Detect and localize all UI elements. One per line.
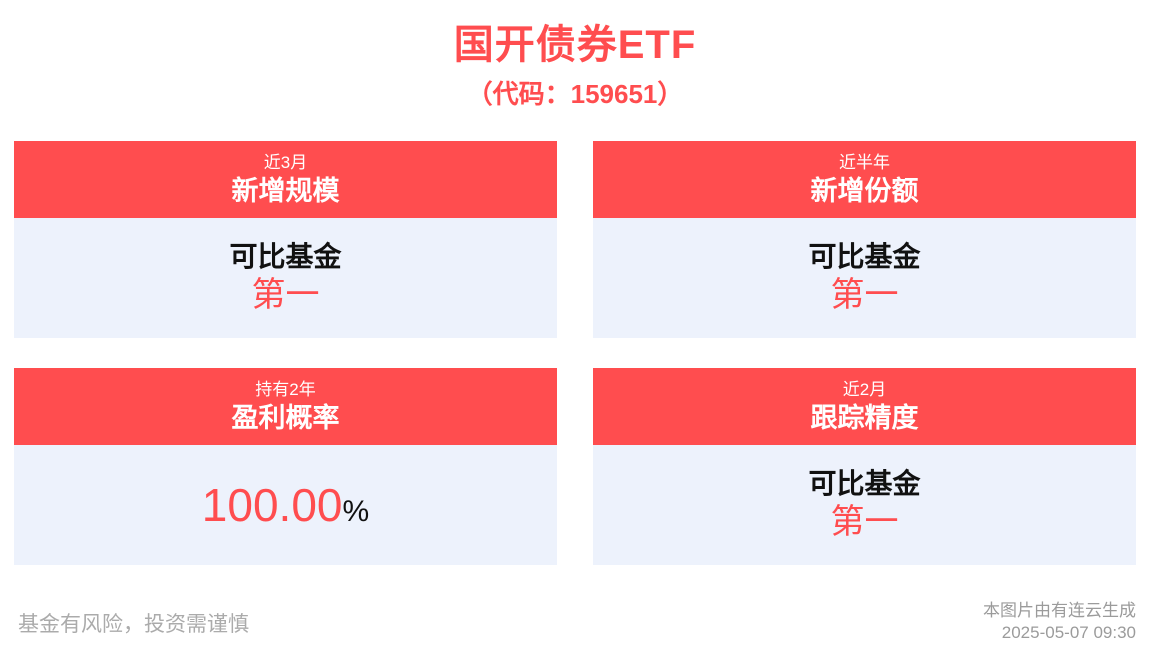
- probability-value-row: 100.00%: [201, 478, 370, 531]
- card-period-label: 持有2年: [255, 379, 316, 399]
- card-period-label: 近3月: [263, 152, 308, 172]
- card-body: 可比基金 第一: [593, 217, 1136, 338]
- card-metric-label: 新增份额: [810, 175, 919, 206]
- card-metric-label: 新增规模: [231, 175, 340, 206]
- page-title: 国开债券ETF: [453, 23, 697, 67]
- fund-code-subtitle: （代码：159651）: [466, 79, 684, 109]
- rank-value: 第一: [251, 275, 320, 314]
- card-body: 100.00%: [14, 444, 557, 565]
- probability-unit: %: [342, 494, 370, 528]
- generator-credit: 本图片由有连云生成 2025-05-07 09:30: [983, 600, 1136, 644]
- card-body: 可比基金 第一: [593, 444, 1136, 565]
- card-body: 可比基金 第一: [14, 217, 557, 338]
- etf-infographic-page: 国开债券ETF （代码：159651） 近3月 新增规模 可比基金 第一 近半年…: [0, 22, 1150, 654]
- card-header: 持有2年 盈利概率: [14, 367, 557, 445]
- comparable-fund-label: 可比基金: [808, 240, 921, 272]
- generator-source: 本图片由有连云生成: [983, 600, 1136, 620]
- card-header: 近半年 新增份额: [593, 140, 1136, 218]
- card-header: 近2月 跟踪精度: [593, 367, 1136, 445]
- card-period-label: 近2月: [842, 379, 887, 399]
- card-header: 近3月 新增规模: [14, 140, 557, 218]
- card-recent-6m-new-shares: 近半年 新增份额 可比基金 第一: [593, 140, 1136, 338]
- rank-value: 第一: [830, 502, 899, 541]
- metric-card-grid: 近3月 新增规模 可比基金 第一 近半年 新增份额 可比基金 第一 持有2年 盈…: [14, 140, 1136, 565]
- risk-disclaimer: 基金有风险，投资需谨慎: [18, 613, 249, 636]
- card-recent-2m-tracking-accuracy: 近2月 跟踪精度 可比基金 第一: [593, 367, 1136, 565]
- card-period-label: 近半年: [839, 152, 890, 172]
- card-recent-3m-new-scale: 近3月 新增规模 可比基金 第一: [14, 140, 557, 338]
- comparable-fund-label: 可比基金: [808, 467, 921, 499]
- probability-value: 100.00: [201, 478, 343, 531]
- generation-timestamp: 2025-05-07 09:30: [1001, 622, 1136, 642]
- card-metric-label: 跟踪精度: [810, 402, 919, 433]
- rank-value: 第一: [830, 275, 899, 314]
- card-2y-profit-probability: 持有2年 盈利概率 100.00%: [14, 367, 557, 565]
- card-metric-label: 盈利概率: [231, 402, 340, 433]
- comparable-fund-label: 可比基金: [229, 240, 342, 272]
